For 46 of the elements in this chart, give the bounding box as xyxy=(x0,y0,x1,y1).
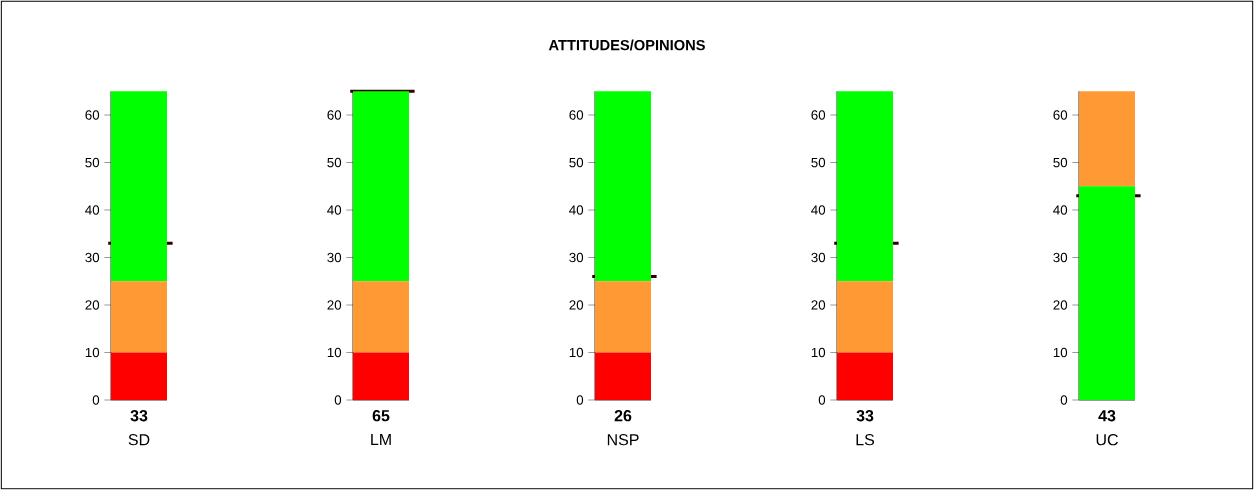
text: ATTITUDES/OPINIONS xyxy=(548,39,705,51)
text: 33 xyxy=(130,410,148,422)
x-tick-label: LM xyxy=(371,434,391,446)
y-tick-label: 50 xyxy=(811,157,826,168)
y-tick-label: 20 xyxy=(569,300,584,310)
y-tick-label: 0 xyxy=(576,395,584,405)
y-tick-label: 30 xyxy=(569,252,584,263)
y-tick-label: 30 xyxy=(1053,252,1068,263)
y-tick-label: 30 xyxy=(327,252,342,263)
text: 43 xyxy=(1098,410,1116,422)
x-tick-label: LS xyxy=(856,434,875,446)
text: 26 xyxy=(614,410,632,422)
y-tick-label: 20 xyxy=(1053,300,1068,310)
y-tick-label: 40 xyxy=(1053,205,1068,215)
y-tick-label: 60 xyxy=(85,110,100,120)
y-tick-label: 50 xyxy=(569,157,584,168)
y-tick-label: 10 xyxy=(569,347,584,358)
y-tick-label: 10 xyxy=(85,347,100,358)
y-tick-label: 0 xyxy=(818,395,826,405)
y-tick-label: 20 xyxy=(327,300,342,310)
text: 65 xyxy=(372,410,390,422)
y-tick-label: 0 xyxy=(92,395,100,405)
x-tick-label: SD xyxy=(128,434,150,446)
y-tick-label: 50 xyxy=(327,157,342,168)
text: 33 xyxy=(856,410,874,422)
y-tick-label: 60 xyxy=(1053,110,1068,120)
x-tick-label: UC xyxy=(1096,434,1118,446)
y-tick-label: 40 xyxy=(811,205,826,215)
y-tick-label: 10 xyxy=(327,347,342,358)
y-tick-label: 40 xyxy=(569,205,584,215)
x-tick-label: NSP xyxy=(607,434,639,446)
y-tick-label: 40 xyxy=(327,205,342,215)
y-tick-label: 50 xyxy=(1053,157,1068,168)
y-tick-label: 0 xyxy=(334,395,342,405)
y-tick-label: 50 xyxy=(85,157,100,168)
y-tick-label: 10 xyxy=(1053,347,1068,358)
y-tick-label: 60 xyxy=(569,110,584,120)
y-tick-label: 30 xyxy=(85,252,100,263)
y-tick-label: 40 xyxy=(85,205,100,215)
y-tick-label: 60 xyxy=(327,110,342,120)
y-tick-label: 10 xyxy=(811,347,826,358)
y-tick-label: 20 xyxy=(811,300,826,310)
y-tick-label: 30 xyxy=(811,252,826,263)
y-tick-label: 0 xyxy=(1060,395,1068,405)
y-tick-label: 20 xyxy=(85,300,100,310)
y-tick-label: 60 xyxy=(811,110,826,120)
